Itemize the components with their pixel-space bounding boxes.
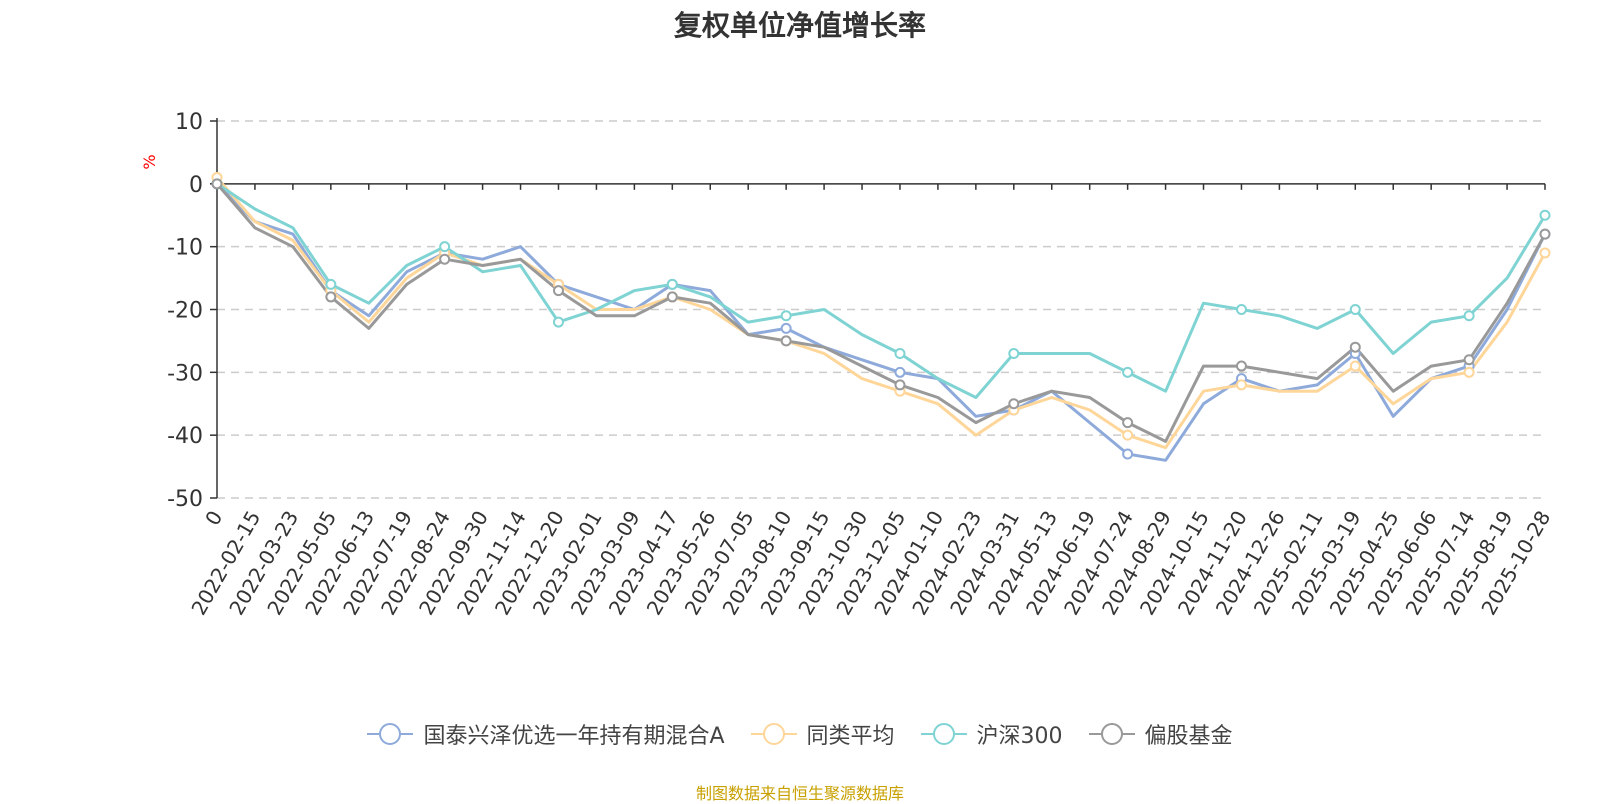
legend-item[interactable]: 国泰兴泽优选一年持有期混合A (367, 718, 725, 750)
series-point-0 (780, 322, 792, 334)
series-point-3 (1349, 341, 1361, 353)
y-tick-label: -10 (167, 236, 203, 261)
series-point-3 (1539, 228, 1551, 240)
legend-label: 沪深300 (976, 724, 1063, 749)
y-tick-label: -40 (167, 424, 203, 449)
series-point-2 (325, 278, 337, 290)
y-axis-label: % (140, 154, 159, 169)
series-point-3 (1463, 354, 1475, 366)
series-line-3 (215, 182, 1547, 443)
series-point-2 (666, 278, 678, 290)
legend-swatch-icon (920, 723, 967, 745)
gridlines (217, 120, 1545, 499)
series-point-3 (211, 178, 223, 190)
x-tick-label: 0 (200, 507, 227, 530)
series-point-2 (552, 316, 564, 328)
series-line-1 (215, 176, 1547, 450)
series-point-2 (1463, 310, 1475, 322)
legend-label: 国泰兴泽优选一年持有期混合A (423, 724, 725, 749)
line-chart: 100-10-20-30-40-5002022-02-152022-03-232… (140, 110, 1555, 619)
series-point-2 (1008, 347, 1020, 359)
series-point-2 (1539, 209, 1551, 221)
series-line-2 (216, 182, 1547, 399)
series-point-3 (666, 291, 678, 303)
legend-item[interactable]: 同类平均 (750, 718, 895, 750)
legend-swatch-icon (367, 723, 414, 745)
y-tick-label: 10 (175, 110, 203, 135)
legend: 国泰兴泽优选一年持有期混合A 同类平均 沪深300 偏股基金 (0, 718, 1600, 750)
legend-swatch-icon (1088, 723, 1135, 745)
y-tick-label: -20 (167, 299, 203, 324)
series-point-3 (780, 335, 792, 347)
series-markers (211, 172, 1551, 460)
series-point-2 (439, 241, 451, 253)
series-point-3 (1235, 360, 1247, 372)
series-point-0 (1122, 448, 1134, 460)
legend-swatch-icon (750, 723, 797, 745)
series-point-2 (1122, 366, 1134, 378)
series-point-0 (894, 366, 906, 378)
series-lines (215, 176, 1547, 462)
series-point-1 (1122, 429, 1134, 441)
series-line-0 (215, 182, 1547, 462)
legend-item[interactable]: 沪深300 (920, 718, 1063, 750)
source-note: 制图数据来自恒生聚源数据库 (695, 784, 904, 803)
legend-label: 偏股基金 (1144, 724, 1233, 749)
series-point-3 (1008, 398, 1020, 410)
y-tick-label: 0 (189, 173, 203, 198)
series-point-3 (552, 285, 564, 297)
legend-item[interactable]: 偏股基金 (1088, 718, 1233, 750)
series-point-1 (1349, 360, 1361, 372)
series-point-2 (1349, 304, 1361, 315)
series-point-1 (1539, 247, 1551, 259)
series-point-3 (439, 253, 451, 265)
series-point-1 (1235, 379, 1247, 391)
series-point-3 (1122, 417, 1134, 429)
y-tick-label: -50 (167, 487, 203, 512)
chart-title: 复权单位净值增长率 (673, 9, 926, 42)
series-point-1 (1463, 366, 1475, 378)
series-point-3 (325, 291, 337, 303)
series-point-2 (780, 310, 792, 322)
legend-label: 同类平均 (806, 724, 895, 749)
series-point-2 (1235, 304, 1247, 315)
series-point-3 (894, 379, 906, 391)
series-point-2 (894, 347, 906, 359)
y-tick-label: -30 (167, 361, 203, 386)
